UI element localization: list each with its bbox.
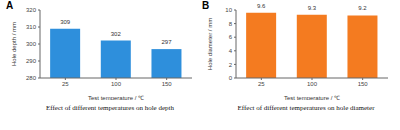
svg-text:2: 2 xyxy=(229,62,233,68)
svg-text:290: 290 xyxy=(26,58,37,64)
svg-text:6: 6 xyxy=(229,34,233,40)
svg-text:297: 297 xyxy=(161,39,172,45)
svg-text:4: 4 xyxy=(229,48,233,54)
svg-text:9.3: 9.3 xyxy=(308,5,317,11)
svg-text:8: 8 xyxy=(229,21,233,27)
svg-text:Hole depth / mm: Hole depth / mm xyxy=(11,22,17,66)
svg-text:150: 150 xyxy=(162,81,173,87)
svg-text:9.2: 9.2 xyxy=(358,5,367,11)
html-text:Effect of different temperatur: Effect of different temperatures on hole… xyxy=(46,104,174,112)
svg-text:10: 10 xyxy=(225,7,232,13)
svg-text:302: 302 xyxy=(111,31,122,37)
html-text:B: B xyxy=(202,0,210,11)
svg-text:25: 25 xyxy=(62,81,69,87)
svg-text:320: 320 xyxy=(26,7,37,13)
svg-text:309: 309 xyxy=(60,19,71,25)
svg-text:280: 280 xyxy=(26,75,37,81)
svg-text:25: 25 xyxy=(258,81,265,87)
html-text:A: A xyxy=(6,0,14,11)
svg-text:Test temperature / ℃: Test temperature / ℃ xyxy=(88,95,144,100)
svg-text:100: 100 xyxy=(111,81,122,87)
html-text:Effect of different temperatur: Effect of different temperatures on hole… xyxy=(237,104,375,112)
svg-text:0: 0 xyxy=(229,75,233,81)
svg-text:100: 100 xyxy=(307,81,318,87)
svg-text:150: 150 xyxy=(358,81,369,87)
svg-text:Test temperature / ℃: Test temperature / ℃ xyxy=(284,95,340,100)
svg-text:300: 300 xyxy=(26,41,37,47)
svg-text:310: 310 xyxy=(26,24,37,30)
svg-text:9.6: 9.6 xyxy=(257,3,266,9)
svg-text:Hole diameter / mm: Hole diameter / mm xyxy=(207,18,213,70)
